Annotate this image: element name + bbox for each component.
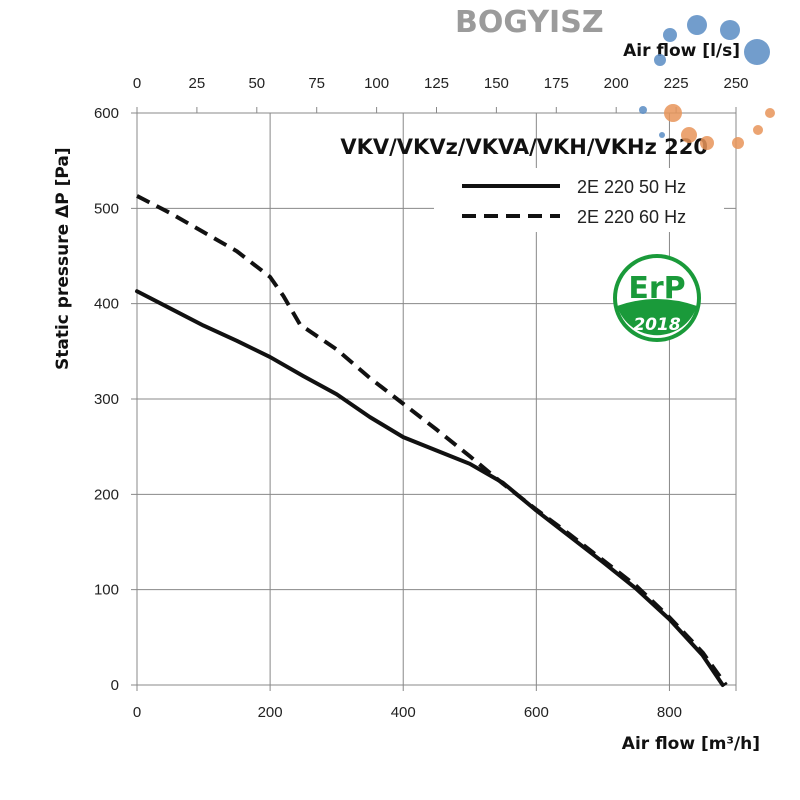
y-tick-label: 400 [94, 296, 119, 313]
x-top-tick-label: 125 [424, 75, 449, 92]
legend-label-60hz: 2E 220 60 Hz [577, 207, 686, 227]
x-top-tick-label: 75 [308, 75, 325, 92]
legend-background [434, 168, 724, 232]
x-axis-label: Air flow [m³/h] [622, 734, 760, 754]
x-top-tick-label: 25 [189, 75, 206, 92]
x-tick-label: 200 [258, 704, 283, 721]
y-tick-label: 500 [94, 200, 119, 217]
x-top-tick-label: 250 [723, 75, 748, 92]
bogyisz-watermark-logo: BOGYISZ [455, 5, 775, 150]
y-tick-label: 100 [94, 582, 119, 599]
erp-badge-year: 2018 [633, 315, 680, 335]
y-tick-label: 300 [94, 391, 119, 408]
x-top-tick-label: 0 [133, 75, 141, 92]
series-line-50hz [135, 289, 725, 687]
x-tick-label: 600 [524, 704, 549, 721]
watermark-text: BOGYISZ [455, 5, 604, 40]
chart-title: VKV/VKVz/VKVA/VKH/VKHz 220 [340, 135, 708, 159]
y-axis-label: Static pressure ΔP [Pa] [53, 147, 73, 370]
x-top-tick-label: 175 [544, 75, 569, 92]
x-top-tick-label: 225 [664, 75, 689, 92]
erp-badge-text: ErP [628, 271, 685, 306]
x-top-tick-label: 100 [364, 75, 389, 92]
x-top-tick-label: 200 [604, 75, 629, 92]
erp-badge: ErP 2018 [613, 254, 701, 342]
y-tick-label: 600 [94, 105, 119, 122]
x-tick-label: 400 [391, 704, 416, 721]
x-tick-label: 800 [657, 704, 682, 721]
y-tick-label: 0 [111, 677, 119, 694]
legend-label-50hz: 2E 220 50 Hz [577, 177, 686, 197]
x-axis-top-label: Air flow [l/s] [623, 41, 740, 61]
x-tick-label: 0 [133, 704, 141, 721]
x-top-tick-label: 50 [248, 75, 265, 92]
series-line-60hz [136, 194, 728, 687]
y-tick-label: 200 [94, 486, 119, 503]
x-top-tick-label: 150 [484, 75, 509, 92]
